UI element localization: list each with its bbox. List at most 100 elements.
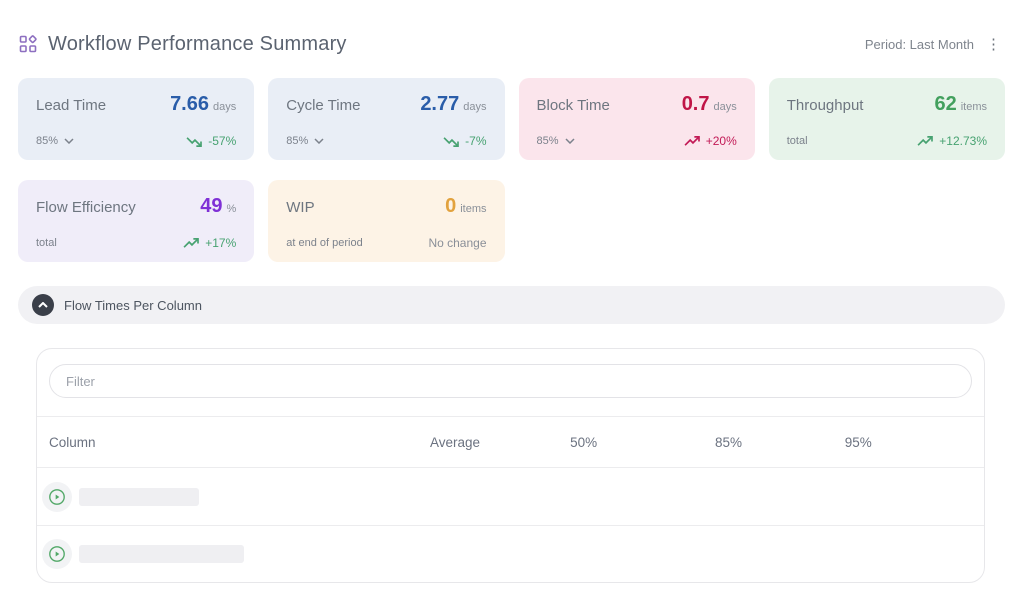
trend-up-icon bbox=[684, 135, 700, 146]
trend-up-icon bbox=[917, 135, 934, 146]
column-header-95: 95% bbox=[844, 434, 872, 450]
column-header-column: Column bbox=[49, 434, 96, 450]
more-options-button[interactable]: ⋮ bbox=[982, 35, 1005, 54]
skeleton-bar bbox=[79, 545, 244, 563]
card-top: Throughput 62 items bbox=[787, 93, 987, 116]
trend-indicator: -57% bbox=[186, 134, 236, 148]
column-header-average: Average bbox=[430, 434, 481, 450]
trend-indicator: -7% bbox=[443, 134, 487, 148]
workflow-performance-page: Workflow Performance Summary Period: Las… bbox=[18, 28, 1005, 583]
sub-label-text: at end of period bbox=[286, 237, 363, 249]
sub-label-text: total bbox=[786, 135, 808, 147]
card-bottom: 85% +20% bbox=[537, 134, 737, 148]
card-value-group: 7.66 days bbox=[170, 93, 236, 116]
filter-wrap bbox=[37, 349, 984, 398]
card-unit: % bbox=[226, 203, 237, 215]
card-value: 62 bbox=[934, 93, 957, 115]
table-row bbox=[37, 525, 984, 582]
card-value-group: 62 items bbox=[934, 93, 987, 116]
metric-card-block-time: Block Time 0.7 days 85% +20% bbox=[518, 78, 755, 160]
card-unit: days bbox=[463, 101, 487, 113]
card-bottom: 85% -57% bbox=[36, 134, 236, 148]
card-value-group: 49 % bbox=[200, 195, 236, 218]
table-row bbox=[37, 468, 984, 525]
chevron-up-icon bbox=[38, 302, 48, 308]
page-header: Workflow Performance Summary Period: Las… bbox=[18, 28, 1005, 60]
card-top: Cycle Time 2.77 days bbox=[286, 93, 486, 116]
chevron-down-icon bbox=[314, 138, 324, 144]
card-sub-label: total bbox=[787, 135, 808, 147]
collapse-section-button[interactable] bbox=[32, 294, 54, 316]
card-value: 2.77 bbox=[420, 93, 460, 115]
card-unit: items bbox=[960, 101, 987, 113]
row-name-cell bbox=[37, 539, 430, 569]
metric-card-lead-time: Lead Time 7.66 days 85% -57% bbox=[18, 78, 255, 160]
card-title: WIP bbox=[286, 199, 315, 216]
card-bottom: total +17% bbox=[36, 236, 236, 250]
card-title: Throughput bbox=[786, 97, 864, 114]
header-right: Period: Last Month ⋮ bbox=[865, 35, 1005, 54]
trend-value: +12.73% bbox=[939, 134, 987, 148]
play-circle-icon bbox=[49, 488, 65, 505]
section-title: Flow Times Per Column bbox=[64, 297, 202, 313]
card-unit: items bbox=[460, 203, 487, 215]
play-circle-icon bbox=[49, 546, 65, 562]
trend-indicator: No change bbox=[428, 236, 486, 250]
trend-down-icon bbox=[186, 136, 203, 147]
percentile-dropdown[interactable]: 85% bbox=[286, 135, 324, 147]
card-title: Block Time bbox=[536, 97, 610, 114]
metric-card-wip: WIP 0 items at end of period No change bbox=[268, 180, 505, 262]
card-title: Lead Time bbox=[36, 97, 107, 114]
card-bottom: at end of period No change bbox=[286, 236, 486, 250]
card-top: Lead Time 7.66 days bbox=[36, 93, 236, 116]
filter-input[interactable] bbox=[49, 364, 972, 398]
card-value: 49 bbox=[200, 195, 223, 217]
card-value: 0.7 bbox=[681, 93, 710, 115]
sub-label-text: total bbox=[36, 237, 57, 249]
trend-value: +20% bbox=[705, 134, 737, 148]
card-unit: days bbox=[713, 101, 737, 113]
card-top: Block Time 0.7 days bbox=[537, 93, 737, 116]
percentile-label: 85% bbox=[36, 135, 59, 147]
metric-card-throughput: Throughput 62 items total +12.73% bbox=[768, 78, 1005, 160]
trend-indicator: +12.73% bbox=[917, 134, 987, 148]
trend-value: No change bbox=[428, 236, 487, 250]
expand-row-button[interactable] bbox=[42, 539, 72, 569]
percentile-dropdown[interactable]: 85% bbox=[36, 135, 74, 147]
card-top: Flow Efficiency 49 % bbox=[36, 195, 236, 218]
flow-times-table: Column Average 50% 85% 95% bbox=[37, 416, 984, 582]
metric-card-cycle-time: Cycle Time 2.77 days 85% -7% bbox=[268, 78, 505, 160]
chevron-down-icon bbox=[565, 138, 575, 144]
trend-indicator: +20% bbox=[684, 134, 737, 148]
card-value-group: 0.7 days bbox=[682, 93, 737, 116]
trend-up-icon bbox=[183, 237, 200, 248]
card-title: Flow Efficiency bbox=[36, 199, 136, 216]
card-top: WIP 0 items bbox=[286, 195, 486, 218]
card-value: 0 bbox=[445, 195, 457, 217]
dashboard-widgets-icon bbox=[18, 34, 38, 54]
card-title: Cycle Time bbox=[286, 97, 361, 114]
trend-indicator: +17% bbox=[183, 236, 236, 250]
card-value-group: 0 items bbox=[445, 195, 486, 218]
flow-times-section-header[interactable]: Flow Times Per Column bbox=[18, 286, 1005, 324]
skeleton-bar bbox=[79, 487, 199, 506]
trend-down-icon bbox=[443, 136, 459, 147]
trend-value: -7% bbox=[465, 134, 487, 148]
period-label: Period: Last Month bbox=[864, 36, 974, 52]
card-sub-label: at end of period bbox=[286, 237, 362, 249]
expand-row-button[interactable] bbox=[42, 481, 72, 512]
percentile-dropdown[interactable]: 85% bbox=[537, 135, 575, 147]
trend-value: -57% bbox=[208, 134, 237, 148]
chevron-down-icon bbox=[64, 138, 74, 144]
column-header-50: 50% bbox=[570, 434, 598, 450]
percentile-label: 85% bbox=[286, 135, 309, 147]
flow-times-table-panel: Column Average 50% 85% 95% bbox=[36, 348, 985, 583]
table-header-row: Column Average 50% 85% 95% bbox=[37, 416, 984, 468]
card-sub-label: total bbox=[36, 237, 57, 249]
row-name-cell bbox=[37, 481, 430, 512]
card-value: 7.66 bbox=[170, 93, 209, 115]
percentile-label: 85% bbox=[536, 135, 559, 147]
trend-value: +17% bbox=[205, 236, 237, 250]
metric-card-flow-efficiency: Flow Efficiency 49 % total +17% bbox=[18, 180, 255, 262]
column-header-85: 85% bbox=[715, 434, 743, 450]
